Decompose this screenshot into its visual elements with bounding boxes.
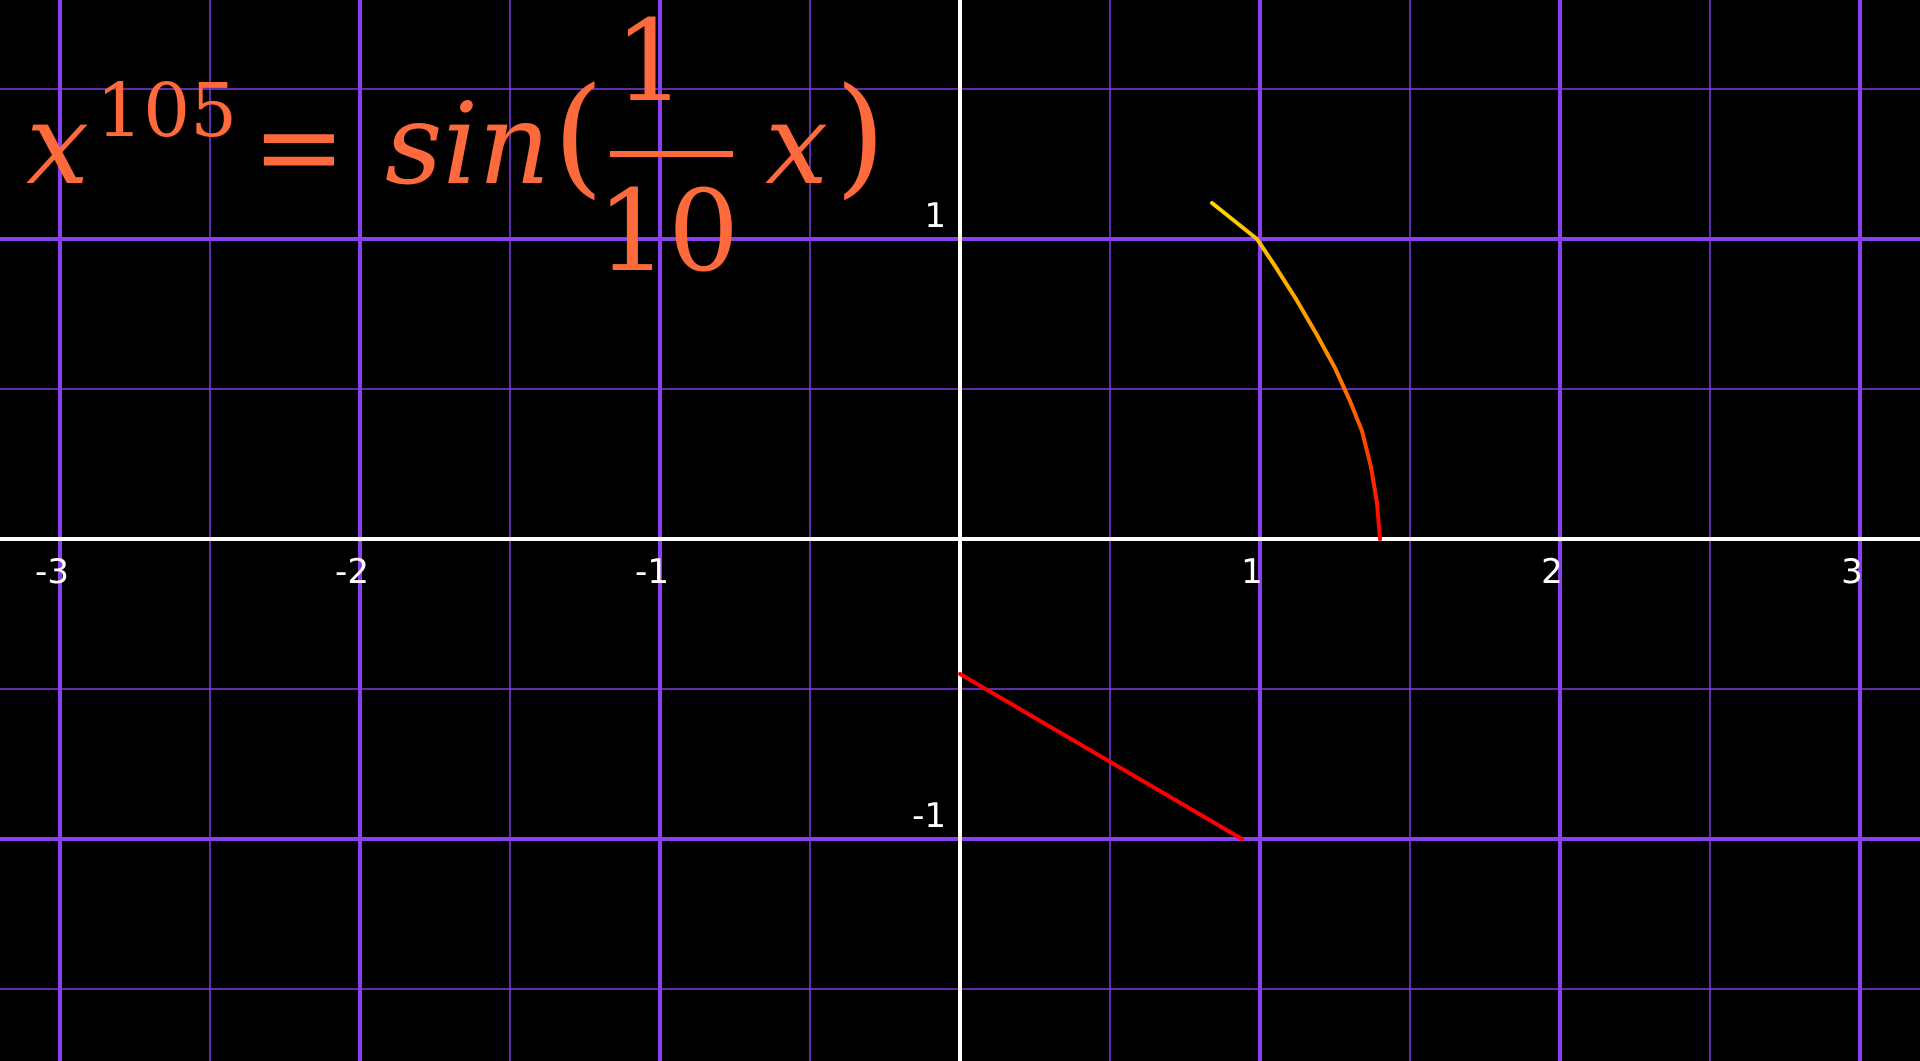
equation-exponent: 105 bbox=[96, 68, 237, 154]
y-tick-label: -1 bbox=[912, 796, 946, 836]
equation-label: x 105 = sin ( 1 10 x ) bbox=[26, 0, 886, 297]
x-tick-label: 3 bbox=[1841, 552, 1863, 592]
equation-fraction-bar bbox=[610, 151, 733, 157]
x-tick-label: -3 bbox=[35, 552, 69, 592]
x-tick-label: -2 bbox=[335, 552, 369, 592]
equation-variable: x bbox=[765, 80, 828, 210]
equation-function: sin bbox=[385, 80, 550, 210]
x-tick-label: 1 bbox=[1241, 552, 1263, 592]
x-tick-label: -1 bbox=[635, 552, 669, 592]
equation-base: x bbox=[26, 80, 89, 210]
series-line bbox=[1210, 201, 1382, 541]
series-line bbox=[958, 672, 1244, 841]
y-tick-label: 1 bbox=[924, 196, 946, 236]
equation-close-paren: ) bbox=[835, 59, 886, 211]
tick-labels: -3 -2 -1 1 2 3 1 -1 bbox=[35, 196, 1863, 836]
equation-equals: = bbox=[252, 82, 346, 212]
equation-open-paren: ( bbox=[553, 59, 604, 211]
x-tick-label: 2 bbox=[1541, 552, 1563, 592]
equation-fraction-numerator: 1 bbox=[614, 0, 685, 127]
curves bbox=[958, 201, 1382, 841]
equation-fraction-denominator: 10 bbox=[597, 167, 740, 297]
